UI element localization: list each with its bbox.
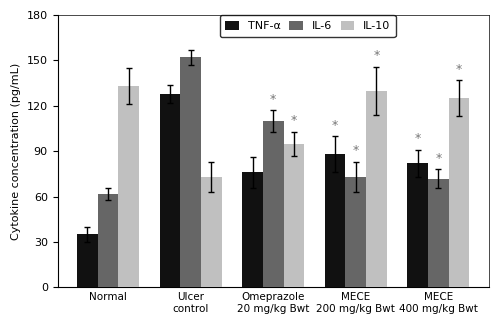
Bar xyxy=(160,94,180,287)
Bar xyxy=(346,177,366,287)
Text: *: * xyxy=(290,114,297,127)
Bar xyxy=(201,177,222,287)
Bar xyxy=(77,234,98,287)
Text: *: * xyxy=(352,144,359,157)
Bar xyxy=(366,91,386,287)
Bar xyxy=(284,144,304,287)
Text: *: * xyxy=(332,119,338,132)
Text: *: * xyxy=(435,152,442,165)
Bar xyxy=(242,173,263,287)
Bar xyxy=(180,58,201,287)
Bar xyxy=(325,154,345,287)
Bar xyxy=(428,178,448,287)
Bar xyxy=(118,86,139,287)
Bar xyxy=(408,163,428,287)
Y-axis label: Cytokine concentration (pg/mL): Cytokine concentration (pg/mL) xyxy=(11,63,21,240)
Text: *: * xyxy=(270,93,276,106)
Bar xyxy=(448,98,469,287)
Text: *: * xyxy=(374,49,380,62)
Text: *: * xyxy=(414,132,421,145)
Text: *: * xyxy=(456,63,462,76)
Legend: TNF-α, IL-6, IL-10: TNF-α, IL-6, IL-10 xyxy=(220,15,396,37)
Bar xyxy=(98,194,118,287)
Bar xyxy=(263,121,283,287)
